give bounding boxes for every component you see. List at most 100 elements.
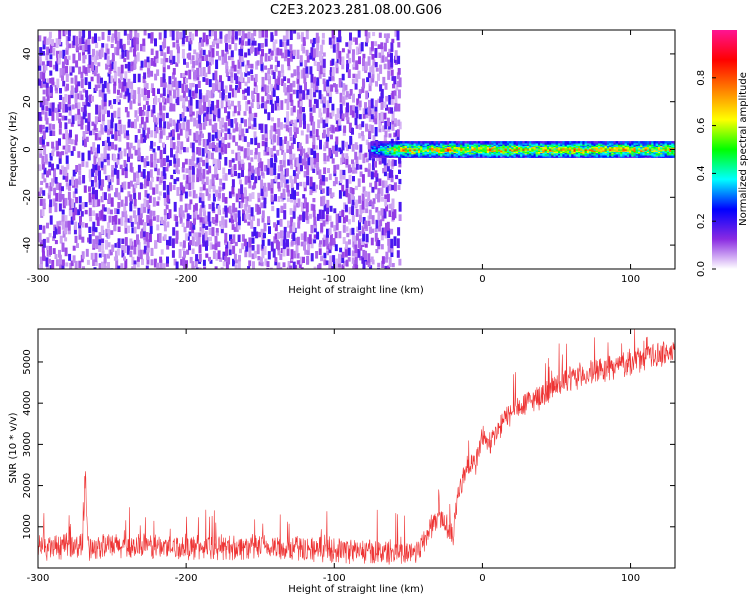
heatmap-band-cell xyxy=(382,153,385,156)
heatmap-cell xyxy=(143,240,147,245)
heatmap-cell xyxy=(362,64,365,72)
heatmap-cell xyxy=(362,186,366,193)
heatmap-cell xyxy=(270,241,274,252)
heatmap-cell xyxy=(133,245,137,255)
heatmap-cell xyxy=(330,134,333,140)
heatmap-cell xyxy=(345,179,349,189)
heatmap-cell xyxy=(231,179,235,188)
heatmap-cell xyxy=(333,150,337,155)
heatmap-cell xyxy=(325,218,329,225)
heatmap-band-cell xyxy=(611,153,614,156)
heatmap-cell xyxy=(237,172,241,179)
heatmap-cell xyxy=(144,175,148,180)
heatmap-cell xyxy=(157,88,160,94)
heatmap-band-cell xyxy=(593,153,596,156)
heatmap-cell xyxy=(286,197,290,202)
heatmap-cell xyxy=(368,209,372,220)
heatmap-cell xyxy=(136,32,140,38)
heatmap-cell xyxy=(159,259,163,269)
heatmap-cell xyxy=(162,87,166,97)
heatmap-cell xyxy=(348,122,352,133)
heatmap-cell xyxy=(378,225,382,232)
heatmap-cell xyxy=(201,199,205,208)
heatmap-cell xyxy=(91,36,95,44)
heatmap-cell xyxy=(180,73,184,78)
heatmap-cell xyxy=(386,221,390,231)
heatmap-cell xyxy=(316,77,320,86)
heatmap-cell xyxy=(397,103,401,112)
heatmap-cell xyxy=(183,58,186,65)
heatmap-cell xyxy=(61,61,65,69)
heatmap-cell xyxy=(209,45,213,52)
heatmap-cell xyxy=(211,124,215,131)
heatmap-cell xyxy=(315,162,319,172)
heatmap-cell xyxy=(234,118,238,124)
heatmap-cell xyxy=(70,122,74,127)
heatmap-cell xyxy=(183,226,187,233)
heatmap-cell xyxy=(290,73,294,78)
heatmap-cell xyxy=(74,188,78,194)
heatmap-cell xyxy=(59,169,63,175)
heatmap-cell xyxy=(143,30,147,36)
heatmap-cell xyxy=(98,210,102,221)
heatmap-cell xyxy=(92,142,96,152)
heatmap-cell xyxy=(46,237,50,243)
heatmap-cell xyxy=(235,141,238,146)
heatmap-cell xyxy=(378,128,382,133)
heatmap-cell xyxy=(117,107,121,118)
heatmap-band-cell xyxy=(586,153,590,156)
heatmap-cell xyxy=(306,175,310,186)
heatmap-cell xyxy=(347,194,351,204)
heatmap-cell xyxy=(244,33,248,39)
heatmap-cell xyxy=(377,192,381,203)
heatmap-cell xyxy=(182,90,186,98)
heatmap-cell xyxy=(362,232,366,242)
heatmap-band-cell xyxy=(482,153,485,156)
heatmap-cell xyxy=(338,78,342,88)
heatmap-cell xyxy=(227,128,231,134)
heatmap-band-cell xyxy=(553,141,556,144)
heatmap-cell xyxy=(65,58,69,66)
heatmap-cell xyxy=(52,64,56,70)
heatmap-cell xyxy=(228,132,232,140)
heatmap-cell xyxy=(95,104,99,115)
heatmap-cell xyxy=(364,220,368,229)
heatmap-cell xyxy=(212,72,216,81)
heatmap-cell xyxy=(374,106,378,112)
heatmap-cell xyxy=(102,141,105,147)
spectrogram-x-tick-label: -300 xyxy=(27,274,50,285)
heatmap-cell xyxy=(332,43,336,53)
heatmap-cell xyxy=(147,33,151,39)
heatmap-cell xyxy=(79,216,82,226)
heatmap-cell xyxy=(289,145,293,155)
heatmap-cell xyxy=(74,102,78,109)
heatmap-cell xyxy=(181,210,185,217)
heatmap-cell xyxy=(273,169,277,176)
heatmap-cell xyxy=(326,243,330,250)
heatmap-cell xyxy=(100,77,103,84)
heatmap-band-cell xyxy=(524,141,528,144)
heatmap-cell xyxy=(205,237,209,247)
heatmap-cell xyxy=(155,50,159,59)
heatmap-cell xyxy=(202,95,206,102)
heatmap-cell xyxy=(72,191,76,199)
heatmap-cell xyxy=(257,43,261,52)
heatmap-cell xyxy=(188,203,192,210)
heatmap-band-cell xyxy=(440,141,443,144)
heatmap-cell xyxy=(312,198,316,203)
heatmap-cell xyxy=(299,256,303,265)
heatmap-cell xyxy=(225,33,229,41)
heatmap-cell xyxy=(53,168,56,177)
heatmap-cell xyxy=(313,239,317,244)
heatmap-band-cell xyxy=(646,141,650,144)
heatmap-cell xyxy=(103,80,107,89)
heatmap-cell xyxy=(42,40,46,50)
heatmap-cell xyxy=(196,119,200,129)
heatmap-cell xyxy=(136,171,140,179)
heatmap-cell xyxy=(150,177,154,183)
heatmap-cell xyxy=(299,85,303,94)
heatmap-cell xyxy=(211,174,215,184)
heatmap-cell xyxy=(375,249,379,254)
heatmap-cell xyxy=(183,116,187,122)
heatmap-band-cell xyxy=(533,147,536,150)
